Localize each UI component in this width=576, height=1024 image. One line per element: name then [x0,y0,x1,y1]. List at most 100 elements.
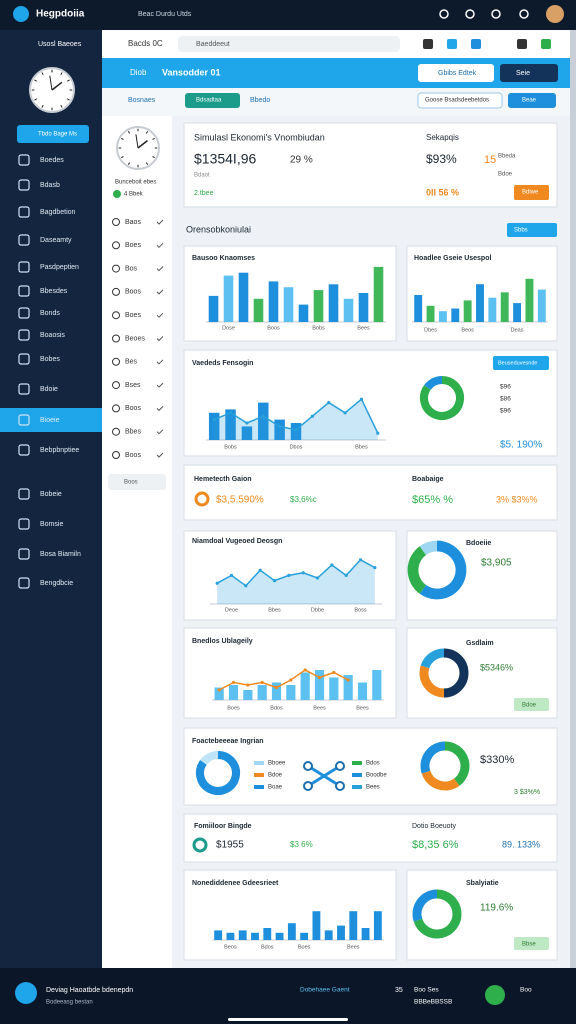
donut-segment [413,889,462,939]
sidebar-icon[interactable] [18,488,30,500]
section-button[interactable] [507,223,557,237]
bar [283,287,294,322]
donut-segment [419,540,438,556]
avatar[interactable] [546,5,564,23]
sidebar-icon[interactable] [18,383,30,395]
clock-hand [49,75,53,91]
panel-icon[interactable] [112,427,120,436]
donut-segment [407,546,427,594]
panel-icon[interactable] [112,287,120,296]
bar [343,675,353,700]
sidebar-icon[interactable] [18,307,30,319]
point [231,680,236,685]
sidebar-icon[interactable] [18,234,30,246]
wide-card-button[interactable] [493,356,549,370]
panel-icon[interactable] [112,334,120,343]
sidebar-item: Bobeie [40,491,62,498]
bottom-logo [15,982,37,1004]
panel-icon[interactable] [112,404,120,413]
sidebar-icon[interactable] [18,444,30,456]
panel-search[interactable] [108,474,166,490]
x-tick-label: Bbes [268,607,281,613]
sidebar-item: Bioeie [40,417,60,424]
panel-check [156,429,164,435]
sidebar-icon[interactable] [18,329,30,341]
sidebar-icon[interactable] [18,285,30,297]
stats-title: Hemetecth Gaion [194,476,252,483]
x-tick-label: Bees [356,705,369,711]
sidebar-icon[interactable] [18,261,30,273]
home-indicator [228,1018,348,1021]
subtab-active[interactable] [185,93,240,108]
clock-tick [34,79,38,82]
sidebar-icon[interactable] [18,154,30,166]
card [183,122,558,208]
wide-button[interactable] [417,92,503,109]
panel-icon[interactable] [112,264,120,273]
clock-tick [145,162,149,165]
primary-button-label: Gbibs Edtek [438,70,477,77]
chart-title: Sbalyiatie [466,880,499,887]
stats2-right-value2: 89. 133% [502,839,540,849]
sidebar-icon[interactable] [18,414,30,426]
panel-icon[interactable] [112,311,120,320]
panel-icon[interactable] [112,357,120,366]
stats2-right-title: Dotio Boeuoty [412,823,456,830]
sidebar-icon[interactable] [18,518,30,530]
bar [373,911,382,940]
browser-icon[interactable] [517,39,527,49]
summary-button[interactable] [514,185,549,200]
donut-text: $3,905 [481,558,512,569]
stats2-title: Fomiiloor Bingde [194,823,252,830]
sidebar-button[interactable] [17,125,89,143]
primary-button[interactable] [418,64,494,82]
top-icon[interactable] [439,9,449,19]
point [376,431,380,435]
sidebar-icon[interactable] [18,353,30,365]
bar [258,402,269,440]
small-button[interactable] [508,93,556,108]
sidebar-icon[interactable] [18,206,30,218]
bar [208,412,220,440]
sidebar-button-label: Tbdo Bage Ms [38,132,77,138]
chart-title: Bnedlos Ublageily [192,638,253,645]
top-icon[interactable] [519,9,529,19]
donut-segment [443,648,469,698]
donut-button[interactable] [514,937,549,950]
sidebar-icon[interactable] [18,577,30,589]
secondary-button[interactable] [500,64,558,82]
bar [500,292,509,322]
donut-segment [419,540,467,600]
chart-title: Gsdlaim [466,640,494,647]
bar [300,672,310,700]
summary-value: $1354I,96 [194,151,256,167]
browser-icon[interactable] [423,39,433,49]
clock-tick [41,104,44,108]
panel-icon[interactable] [112,241,120,250]
browser-icon[interactable] [541,39,551,49]
panel-icon[interactable] [112,451,120,459]
top-icon[interactable] [465,9,475,19]
area-fill [217,559,375,604]
legend-swatch [254,773,264,777]
donut-button[interactable] [514,698,549,711]
bottom-action[interactable] [485,985,505,1005]
summary-right-count: 15 [484,154,496,166]
sidebar-item: Bebpbnptiee [40,447,79,454]
browser-icon[interactable] [447,39,457,49]
stats2-right-value: $8,35 6% [412,839,459,851]
x-tick-label: Bdos [270,705,283,711]
sidebar-item: Bosa Biamiln [40,551,81,558]
small-button-label: Beae [522,98,537,104]
summary-right-title: Sekapqis [426,133,459,142]
top-icon[interactable] [491,9,501,19]
panel-item: Bses [125,382,141,389]
panel-icon[interactable] [112,218,120,226]
browser-icon[interactable] [471,39,481,49]
panel-icon[interactable] [112,381,120,390]
bar [238,930,247,940]
point [332,670,336,675]
top-bar [0,0,576,30]
sidebar-icon[interactable] [18,179,30,191]
sidebar-icon[interactable] [18,548,30,560]
